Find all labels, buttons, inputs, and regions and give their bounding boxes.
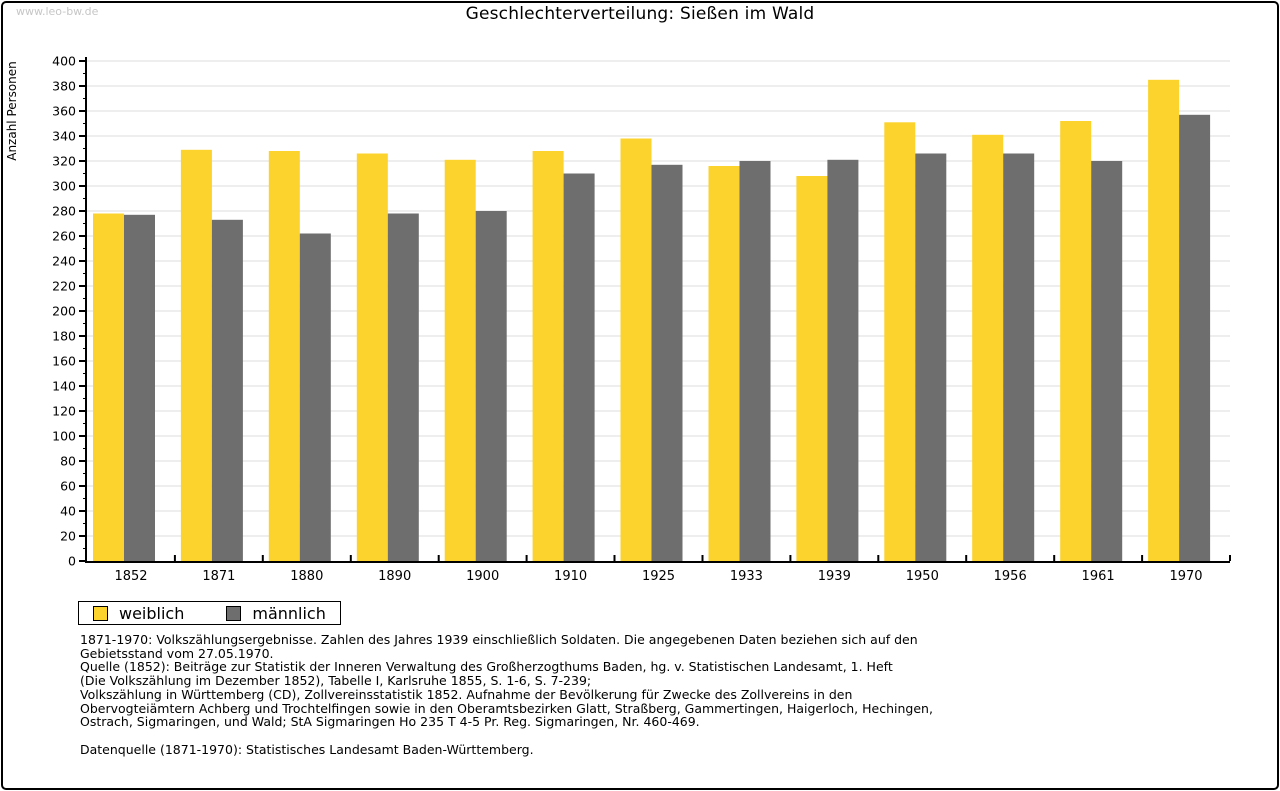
y-tick-label: 400 [52,54,76,69]
x-tick-label: 1950 [906,569,939,584]
bar-weiblich-1950 [884,122,916,562]
y-tick-label: 320 [52,154,76,169]
footnote-line: (Die Volkszählung im Dezember 1852), Tab… [80,673,592,689]
bar-männlich-1852 [124,214,155,562]
y-tick-label: 300 [52,179,76,194]
bar-weiblich-1910 [532,151,564,561]
bar-chart: 1852 1871 1880 1890 1900 1910 1925 1933 1939 1950… [5,54,1231,584]
page-title: Geschlechterverteilung: Sießen im Wald [465,4,815,24]
bar-weiblich-1880 [268,151,300,561]
bar-weiblich-1925 [620,138,652,561]
x-tick-label: 1910 [554,569,587,584]
footnote-line: Gebietsstand vom 27.05.1970. [80,645,274,661]
y-tick-label: 120 [52,404,76,419]
bar-männlich-1933 [739,161,771,561]
y-tick-label: 280 [52,204,76,219]
bar-männlich-1950 [915,153,947,561]
bar-männlich-1880 [299,233,331,561]
y-tick-label: 200 [52,304,76,319]
y-tick-label: 0 [68,554,76,569]
legend-item-weiblich: weiblich [93,604,184,623]
bar-weiblich-1933 [708,166,740,561]
bar-männlich-1939 [827,159,859,562]
bar-männlich-1961 [1091,161,1123,561]
y-tick-label: 240 [52,254,76,269]
y-tick-label: 100 [52,429,76,444]
footnote-line: Quelle (1852): Beiträge zur Statistik de… [80,659,893,675]
bar-weiblich-1956 [972,134,1004,562]
y-tick-label: 180 [52,329,76,344]
data-source-line: Datenquelle (1871-1970): Statistisches L… [80,741,534,757]
bar-weiblich-1871 [180,149,212,562]
x-tick-label: 1933 [730,569,763,584]
footnotes: 1871-1970: Volkszählungsergebnisse. Zahl… [80,633,933,756]
y-tick-label: 60 [60,479,76,494]
bar-männlich-1900 [475,211,507,561]
legend-swatch-weiblich [93,605,108,621]
y-tick-label: 340 [52,129,76,144]
x-tick-label: 1925 [642,569,675,584]
y-tick-label: 40 [60,504,76,519]
legend-swatch-maennlich [226,605,242,621]
x-tick-label: 1852 [114,569,147,584]
bar-weiblich-1890 [356,153,388,561]
bar-männlich-1910 [563,173,595,561]
x-tick-label: 1900 [466,569,499,584]
bar-weiblich-1852 [93,213,124,561]
bar-männlich-1890 [387,213,419,561]
x-tick-label: 1961 [1082,569,1115,584]
legend-label-maennlich: männlich [252,603,326,623]
y-tick-label: 20 [60,529,76,544]
y-tick-label: 160 [52,354,76,369]
x-tick-label: 1956 [994,569,1027,584]
x-tick-label: 1880 [290,569,323,584]
x-tick-label: 1939 [818,569,851,584]
footnote-line: Obervogteiämtern Achberg und Trochtelfin… [80,700,933,716]
x-tick-label: 1871 [202,569,235,584]
bar-männlich-1956 [1003,153,1035,561]
bar-weiblich-1939 [796,176,828,561]
footnote-spacer [80,729,933,743]
y-tick-label: 260 [52,229,76,244]
footnote-line: 1871-1970: Volkszählungsergebnisse. Zahl… [80,632,918,647]
y-tick-label: 80 [60,454,76,469]
legend-item-maennlich: männlich [226,604,326,623]
bar-männlich-1871 [211,219,243,562]
watermark: www.leo-bw.de [16,5,99,18]
legend: weiblich männlich [78,601,341,625]
footnote-line: Volkszählung in Württemberg (CD), Zollve… [80,686,853,702]
y-tick-label: 140 [52,379,76,394]
bar-männlich-1925 [651,164,683,562]
x-tick-label: 1890 [378,569,411,584]
legend-label-weiblich: weiblich [119,603,185,623]
footnote-line: Ostrach, Sigmaringen, und Wald; StA Sigm… [80,714,700,730]
bar-männlich-1970 [1179,114,1211,562]
bar-weiblich-1961 [1060,121,1092,561]
y-tick-label: 360 [52,104,76,119]
x-tick-label: 1970 [1169,569,1202,584]
y-tick-label: 220 [52,279,76,294]
y-axis-label: Anzahl Personen [5,61,19,161]
bar-weiblich-1970 [1148,79,1180,562]
y-tick-label: 380 [52,79,76,94]
bar-weiblich-1900 [444,159,476,562]
